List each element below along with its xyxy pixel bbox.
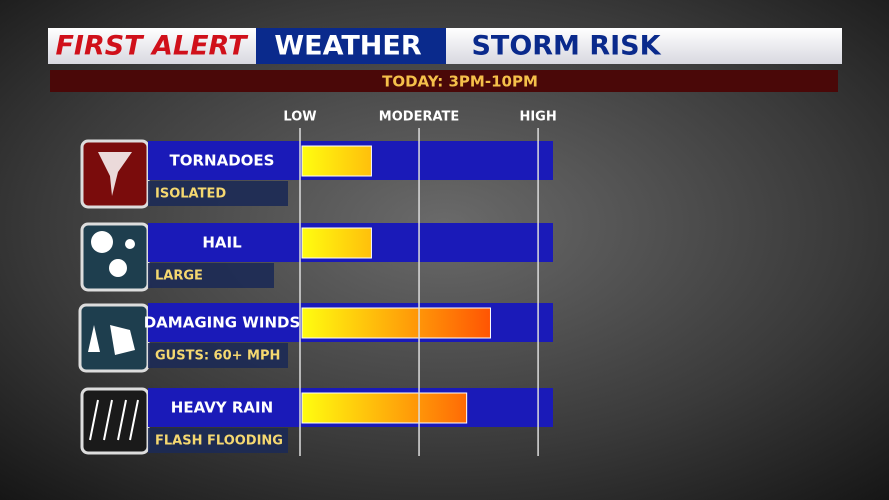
category-label: HAIL [202, 234, 242, 252]
x-tick-label: LOW [283, 110, 316, 125]
detail-label: LARGE [155, 269, 203, 284]
x-tick-label: HIGH [519, 110, 556, 125]
bar [301, 392, 468, 424]
chart-title: STORM RISK [471, 31, 661, 62]
category-label: TORNADOES [170, 152, 275, 170]
hail-stone [109, 259, 127, 277]
category-label: HEAVY RAIN [171, 399, 273, 417]
detail-label: FLASH FLOODING [155, 434, 283, 449]
detail-box [148, 343, 288, 368]
x-tick-label: MODERATE [379, 110, 459, 125]
subtitle-bar [50, 70, 838, 92]
bar [301, 307, 491, 339]
hail-stone [125, 239, 135, 249]
icons [78, 139, 150, 455]
header-section-box [256, 28, 446, 64]
section: WEATHER [274, 31, 421, 62]
bar [301, 227, 372, 259]
detail-label: GUSTS: 60+ MPH [155, 349, 280, 364]
category-label: DAMAGING WINDS [144, 314, 301, 332]
brand: FIRST ALERT [55, 31, 249, 62]
detail-box [148, 181, 288, 206]
bar [301, 145, 372, 177]
rain-shape [89, 399, 139, 441]
wind-shape [88, 325, 135, 355]
detail-box [148, 263, 274, 288]
detail-box [148, 428, 288, 453]
subtitle: TODAY: 3PM-10PM [382, 73, 538, 91]
detail-label: ISOLATED [155, 187, 226, 202]
hail-icon [80, 222, 150, 292]
rain-icon [80, 387, 150, 455]
tornado-shape [98, 152, 132, 196]
hail-stone [91, 231, 113, 253]
